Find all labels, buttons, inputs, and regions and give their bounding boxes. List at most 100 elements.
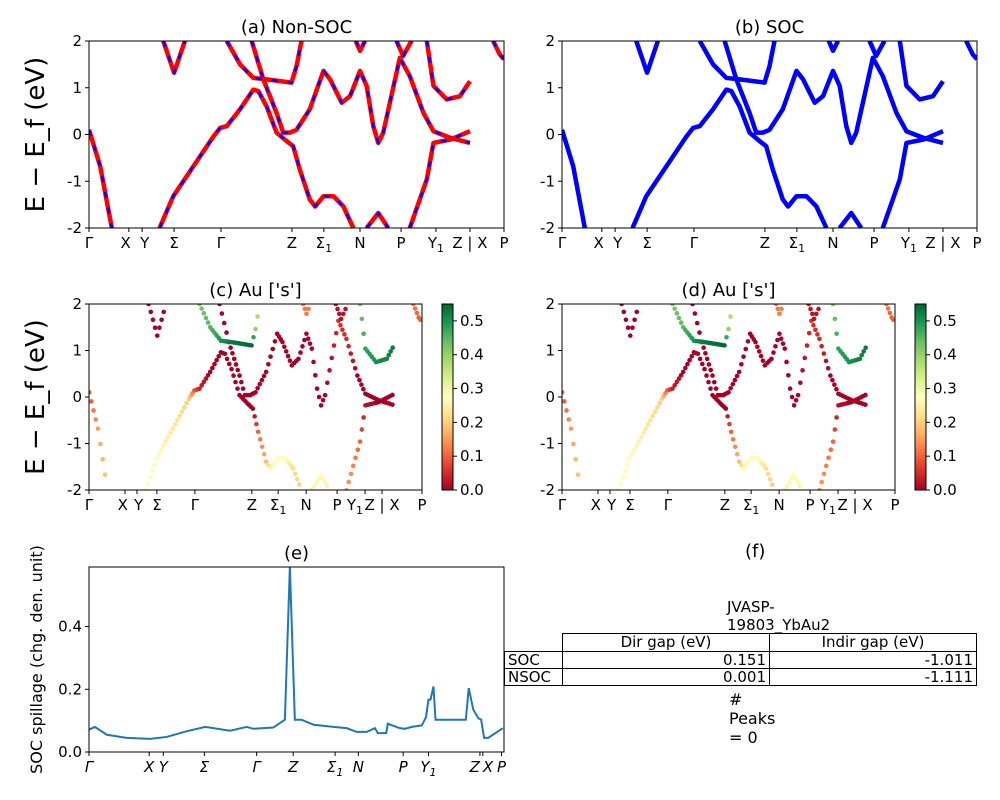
projection-point (730, 381, 736, 387)
y-tick-label: 2 (545, 295, 555, 313)
projection-point (814, 311, 819, 317)
projection-point (725, 414, 730, 419)
projection-point (708, 367, 714, 373)
projection-point (412, 306, 418, 311)
projection-point (678, 372, 684, 378)
x-tick-label: X (143, 758, 155, 776)
panel-title: (d) Au ['s'] (682, 280, 776, 301)
y-tick-label: -1 (540, 172, 555, 190)
x-tick-label: Σ (200, 758, 210, 776)
plot-area (89, 567, 504, 740)
projection-point (817, 336, 822, 342)
x-tick-label: Σ (642, 234, 651, 252)
projection-point (338, 316, 344, 322)
projection-point (834, 331, 839, 337)
projection-point (616, 487, 621, 490)
projection-point (357, 439, 363, 444)
projection-point (217, 304, 222, 307)
projection-point (810, 311, 815, 317)
projection-point (318, 472, 324, 478)
projection-point (302, 337, 307, 343)
projection-point (832, 427, 838, 432)
nonsoc-band-dash-8 (395, 41, 413, 58)
x-tick-label: Z (720, 496, 730, 514)
projection-point (672, 306, 677, 311)
projection-point (324, 483, 330, 489)
projection-point (773, 344, 778, 349)
projection-point (701, 345, 706, 351)
y-tick-label: 1 (545, 342, 555, 360)
y-tick-label: 0.4 (58, 618, 82, 636)
projection-point (93, 417, 99, 422)
projection-point (758, 353, 764, 359)
nsoc-indir-gap: -1.111 (769, 668, 977, 686)
projection-point (629, 451, 635, 457)
projection-point (793, 476, 799, 482)
projection-point (703, 350, 708, 356)
projection-point (739, 462, 744, 468)
projection-point (859, 352, 864, 358)
projection-point (296, 482, 302, 487)
projection-point (728, 429, 734, 435)
projection-point (825, 365, 831, 371)
projection-point (205, 320, 211, 325)
projection-point (722, 343, 727, 348)
projection-point (784, 359, 789, 365)
projection-point (728, 385, 733, 391)
y-tick-label: -1 (540, 435, 555, 453)
x-tick-label: Γ (558, 496, 567, 514)
projection-point (819, 479, 824, 485)
panel-a: -2 -1 0 1 2 Γ X Y Σ Γ Z Σ1 N P Y1 Z | X P (a) Non-SOC E − … (21, 17, 509, 255)
projection-point (778, 336, 784, 342)
projection-point (333, 304, 339, 307)
colorbar-tick-label: 0.5 (933, 312, 957, 330)
x-tick-label: Z | X (364, 496, 399, 514)
x-tick-subscript: 1 (829, 504, 836, 517)
projection-point (143, 487, 148, 490)
projection-point (789, 476, 795, 482)
nonsoc-band-dash-2 (365, 211, 390, 228)
projection-point (344, 336, 349, 342)
projection-point (352, 365, 358, 371)
panel-title: (e) (284, 543, 309, 564)
x-tick-label: Γ (85, 496, 94, 514)
projection-point (386, 352, 392, 358)
projection-point (359, 427, 365, 432)
projection-point (863, 402, 868, 407)
projection-point (631, 447, 637, 453)
plot-area (89, 304, 422, 490)
projection-point (320, 397, 326, 403)
projection-point (697, 330, 702, 335)
panel-title: (c) Au ['s'] (209, 280, 301, 301)
projection-point (249, 343, 254, 348)
x-tick-label: P (972, 234, 981, 252)
projection-point (207, 369, 213, 375)
projection-point (765, 471, 771, 477)
x-tick-subscript: 1 (325, 242, 332, 255)
y-tick-label: 2 (72, 295, 82, 313)
projection-point (680, 369, 686, 375)
projection-point (150, 317, 156, 323)
x-tick-label: Y1 (420, 758, 436, 779)
x-tick-label: Y1 (900, 234, 917, 255)
y-tick-label: 1 (72, 342, 82, 360)
x-tick-label: P (870, 234, 879, 252)
soc-band-8 (867, 41, 887, 59)
panel-e: 0.00.20.4Γ X Y Σ Γ Z Σ1 N P Y1 Z X P(e)SOC spillage … (27, 543, 507, 779)
colorbar-tick-label: 0.1 (933, 447, 957, 465)
projection-point (753, 339, 758, 345)
x-tick-label: X (591, 496, 601, 514)
projection-point (154, 456, 159, 461)
projection-point (745, 459, 751, 465)
projection-point (702, 366, 707, 372)
projection-point (634, 309, 640, 315)
projection-point (695, 351, 701, 357)
projection-point (259, 377, 265, 383)
projection-point (390, 345, 395, 351)
projection-point (255, 429, 261, 435)
projection-point (734, 451, 740, 457)
projection-point (146, 304, 151, 307)
soc-band-10 (964, 41, 977, 61)
projection-point (779, 306, 784, 312)
